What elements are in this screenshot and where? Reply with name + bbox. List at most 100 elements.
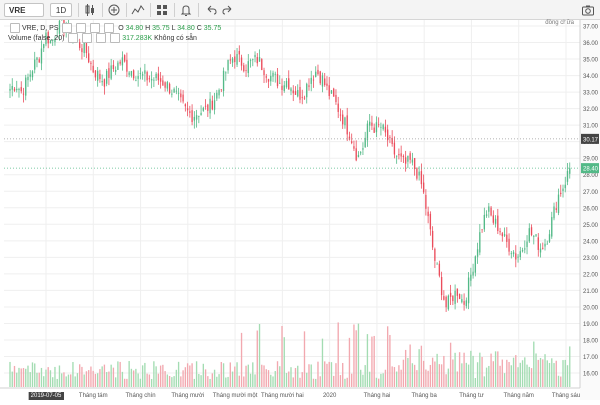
candle-body: [403, 156, 404, 157]
close-icon[interactable]: [96, 33, 106, 43]
volume-note: Không có sẵn: [154, 35, 197, 42]
candle-body: [205, 106, 206, 107]
volume-bar: [108, 372, 109, 387]
volume-bar: [205, 369, 206, 387]
candle-body: [36, 58, 37, 60]
volume-bar: [90, 367, 91, 387]
close-value: 35.75: [204, 25, 222, 32]
volume-bar: [302, 372, 303, 387]
candle-body: [338, 104, 339, 112]
volume-bar: [194, 379, 195, 387]
volume-bar: [306, 373, 307, 387]
x-tick-label: Tháng tư: [459, 393, 483, 399]
volume-bar: [331, 362, 332, 387]
y-tick-label: 32.00: [583, 107, 599, 113]
more-icon[interactable]: [110, 33, 120, 43]
indicators-icon[interactable]: [130, 3, 146, 17]
candle-body: [261, 59, 262, 70]
candle-body: [335, 95, 336, 102]
candle-body: [245, 70, 246, 71]
candle-body: [405, 157, 406, 163]
volume-bar: [223, 363, 224, 387]
candle-body: [513, 252, 514, 254]
candle-body: [131, 71, 132, 76]
volume-bar: [400, 370, 401, 387]
candle-body: [151, 79, 152, 81]
volume-bar: [535, 353, 536, 387]
y-tick-label: 35.00: [583, 58, 599, 64]
volume-bar: [169, 376, 170, 387]
volume-bar: [533, 342, 534, 387]
volume-bar: [457, 371, 458, 387]
eye-icon[interactable]: [62, 23, 72, 33]
volume-bar: [385, 370, 386, 387]
volume-bar: [227, 377, 228, 387]
candlestick-chart[interactable]: 37.0036.0035.0034.0033.0032.0031.0030.00…: [0, 20, 600, 400]
settings-icon[interactable]: [76, 23, 86, 33]
volume-bar: [565, 360, 566, 387]
candle-body: [423, 183, 424, 193]
candle-body: [535, 234, 536, 235]
candle-body: [126, 60, 127, 72]
volume-bar: [75, 376, 76, 387]
undo-icon[interactable]: [203, 3, 219, 17]
low-label: L: [172, 25, 176, 32]
candle-body: [340, 115, 341, 116]
volume-bar: [389, 335, 390, 387]
candle-body: [81, 48, 82, 52]
candle-body: [461, 299, 462, 302]
y-tick-label: 20.00: [583, 305, 599, 311]
candle-body: [27, 77, 28, 80]
volume-bar: [266, 369, 267, 387]
alert-bell-icon[interactable]: [178, 3, 194, 17]
more-icon[interactable]: [104, 23, 114, 33]
eye-icon[interactable]: [68, 33, 78, 43]
candle-body: [497, 216, 498, 231]
legend-title: VRE, D, PS: [22, 25, 59, 32]
collapse-legend-icon[interactable]: [10, 23, 20, 33]
candle-body: [84, 43, 85, 54]
volume-bar: [189, 365, 190, 387]
grid-layout-icon[interactable]: [154, 3, 170, 17]
candle-body: [218, 90, 219, 95]
volume-bar: [358, 324, 359, 387]
volume-bar: [63, 372, 64, 387]
redo-icon[interactable]: [220, 3, 236, 17]
candle-body: [463, 301, 464, 305]
settings-icon[interactable]: [82, 33, 92, 43]
volume-bar: [436, 354, 437, 387]
volume-bar: [232, 372, 233, 387]
candle-body: [281, 86, 282, 90]
interval-selector[interactable]: 1D: [50, 3, 72, 17]
candle-body: [432, 231, 433, 247]
volume-bar: [106, 372, 107, 387]
volume-bar: [104, 365, 105, 387]
x-tick-label: Tháng sáu: [552, 393, 580, 399]
candle-body: [547, 244, 548, 245]
volume-bar: [342, 363, 343, 387]
volume-bar: [391, 366, 392, 387]
candle-body: [560, 193, 561, 194]
candle-body: [511, 253, 512, 254]
candle-body: [544, 244, 545, 247]
chart-area[interactable]: 37.0036.0035.0034.0033.0032.0031.0030.00…: [0, 20, 600, 400]
volume-bar: [520, 363, 521, 387]
volume-bar: [374, 336, 375, 387]
candle-body: [122, 57, 123, 65]
volume-bar: [394, 367, 395, 387]
volume-bar: [52, 377, 53, 387]
close-icon[interactable]: [90, 23, 100, 33]
camera-icon[interactable]: [580, 3, 596, 17]
compare-add-icon[interactable]: [106, 3, 122, 17]
volume-bar: [286, 373, 287, 387]
candle-body: [344, 117, 345, 125]
symbol-input[interactable]: VRE: [4, 3, 44, 17]
volume-bar: [27, 366, 28, 387]
volume-bar: [452, 359, 453, 387]
candle-body: [270, 76, 271, 82]
bar-style-icon[interactable]: [82, 3, 98, 17]
volume-bar: [259, 324, 260, 387]
y-tick-label: 34.00: [583, 74, 599, 80]
candle-body: [427, 212, 428, 216]
volume-bar: [380, 374, 381, 387]
